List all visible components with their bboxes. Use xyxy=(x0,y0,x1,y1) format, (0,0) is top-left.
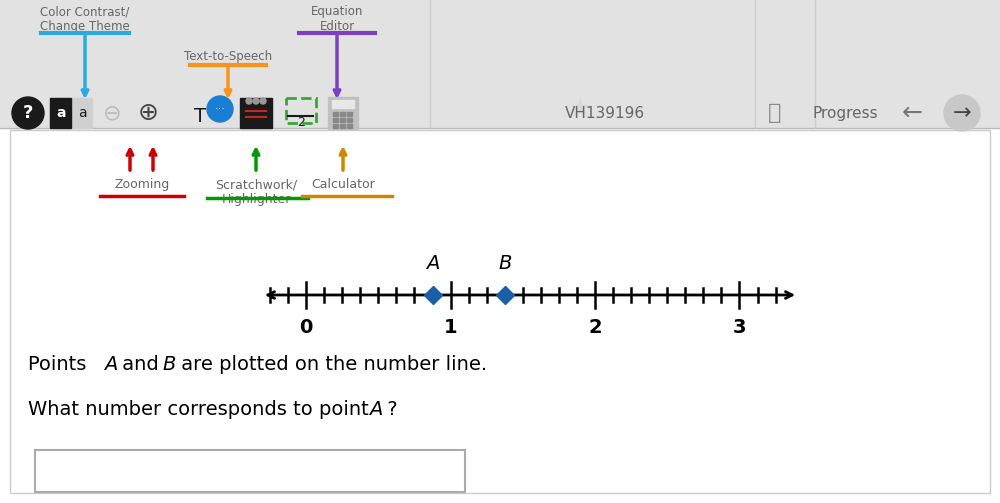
Text: a: a xyxy=(78,106,86,120)
Bar xyxy=(340,124,345,128)
Text: a: a xyxy=(56,106,66,120)
Text: $A$: $A$ xyxy=(103,355,118,374)
Text: T: T xyxy=(194,107,206,126)
Circle shape xyxy=(260,98,266,104)
Text: $B$: $B$ xyxy=(162,355,176,374)
Text: 2: 2 xyxy=(588,318,602,337)
Text: Calculator: Calculator xyxy=(311,178,375,191)
Text: ···: ··· xyxy=(215,104,225,114)
Bar xyxy=(333,118,338,122)
Text: 2: 2 xyxy=(297,116,305,128)
Bar xyxy=(347,112,352,116)
Text: VH139196: VH139196 xyxy=(565,106,645,121)
Text: Equation
Editor: Equation Editor xyxy=(311,5,363,33)
Text: 3: 3 xyxy=(733,318,746,337)
Text: ★: ★ xyxy=(569,97,591,121)
Bar xyxy=(240,98,272,128)
Text: and: and xyxy=(116,355,165,374)
Text: Points: Points xyxy=(28,355,93,374)
Text: ←: ← xyxy=(902,101,922,125)
Text: Zooming: Zooming xyxy=(114,178,170,191)
Bar xyxy=(347,124,352,128)
Text: Scratchwork/
Highlighter: Scratchwork/ Highlighter xyxy=(215,178,297,206)
Bar xyxy=(328,97,358,129)
Bar xyxy=(333,112,338,116)
Text: What number corresponds to point: What number corresponds to point xyxy=(28,400,375,419)
Bar xyxy=(35,450,465,492)
Circle shape xyxy=(246,98,252,104)
Text: ?: ? xyxy=(381,400,398,419)
Text: →: → xyxy=(953,103,971,123)
Text: 1: 1 xyxy=(444,318,457,337)
Bar xyxy=(50,98,71,128)
Text: Color Contrast/
Change Theme: Color Contrast/ Change Theme xyxy=(40,5,130,33)
Text: $B$: $B$ xyxy=(498,254,512,273)
Bar xyxy=(10,130,990,493)
Bar xyxy=(50,98,92,128)
Circle shape xyxy=(253,98,259,104)
Bar xyxy=(286,98,316,123)
Text: $A$: $A$ xyxy=(425,254,440,273)
Bar xyxy=(332,100,354,108)
Text: ⏱: ⏱ xyxy=(768,103,782,123)
Text: Text-to-Speech: Text-to-Speech xyxy=(184,50,272,63)
Text: 0: 0 xyxy=(299,318,313,337)
Text: are plotted on the number line.: are plotted on the number line. xyxy=(175,355,487,374)
Text: ⊖: ⊖ xyxy=(103,103,121,123)
Bar xyxy=(333,124,338,128)
Circle shape xyxy=(207,96,233,122)
Bar xyxy=(340,118,345,122)
Bar xyxy=(347,118,352,122)
Bar xyxy=(340,112,345,116)
Text: Progress: Progress xyxy=(812,106,878,121)
Circle shape xyxy=(944,95,980,131)
Text: ⊕: ⊕ xyxy=(138,101,158,125)
Circle shape xyxy=(12,97,44,129)
Text: ?: ? xyxy=(23,104,33,122)
Bar xyxy=(0,0,1000,128)
Text: $A$: $A$ xyxy=(368,400,383,419)
